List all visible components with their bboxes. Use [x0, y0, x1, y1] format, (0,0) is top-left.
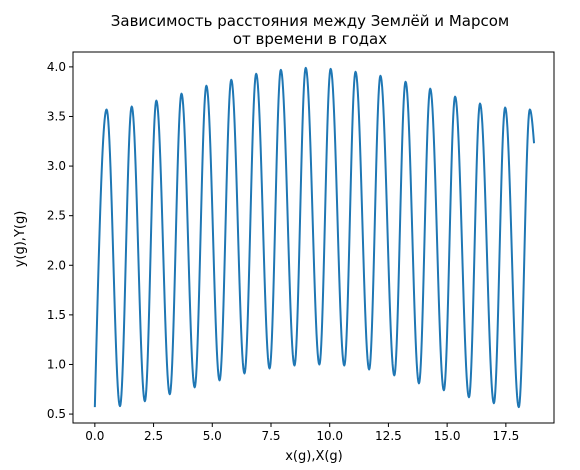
y-axis-label: y(g),Y(g) [13, 211, 28, 268]
y-tick-label: 1.0 [47, 357, 66, 371]
x-tick-label: 0.0 [85, 429, 104, 443]
x-tick-label: 7.5 [261, 429, 280, 443]
chart-title-line-2: от времени в годах [233, 30, 387, 48]
y-tick-label: 2.5 [47, 209, 66, 223]
y-tick-label: 0.5 [47, 407, 66, 421]
y-tick-label: 3.0 [47, 159, 66, 173]
y-tick-label: 4.0 [47, 60, 66, 74]
chart-title-line-1: Зависимость расстояния между Землёй и Ма… [111, 12, 509, 30]
y-tick-label: 1.5 [47, 308, 66, 322]
x-tick-label: 15.0 [434, 429, 461, 443]
y-tick-label: 3.5 [47, 109, 66, 123]
x-tick-label: 2.5 [144, 429, 163, 443]
x-axis-label: x(g),X(g) [285, 449, 343, 464]
x-tick-label: 17.5 [492, 429, 519, 443]
y-tick-label: 2.0 [47, 258, 66, 272]
x-tick-label: 10.0 [316, 429, 343, 443]
series-line [93, 66, 536, 409]
x-tick-label: 12.5 [375, 429, 402, 443]
x-tick-label: 5.0 [203, 429, 222, 443]
plot-frame [72, 51, 555, 424]
